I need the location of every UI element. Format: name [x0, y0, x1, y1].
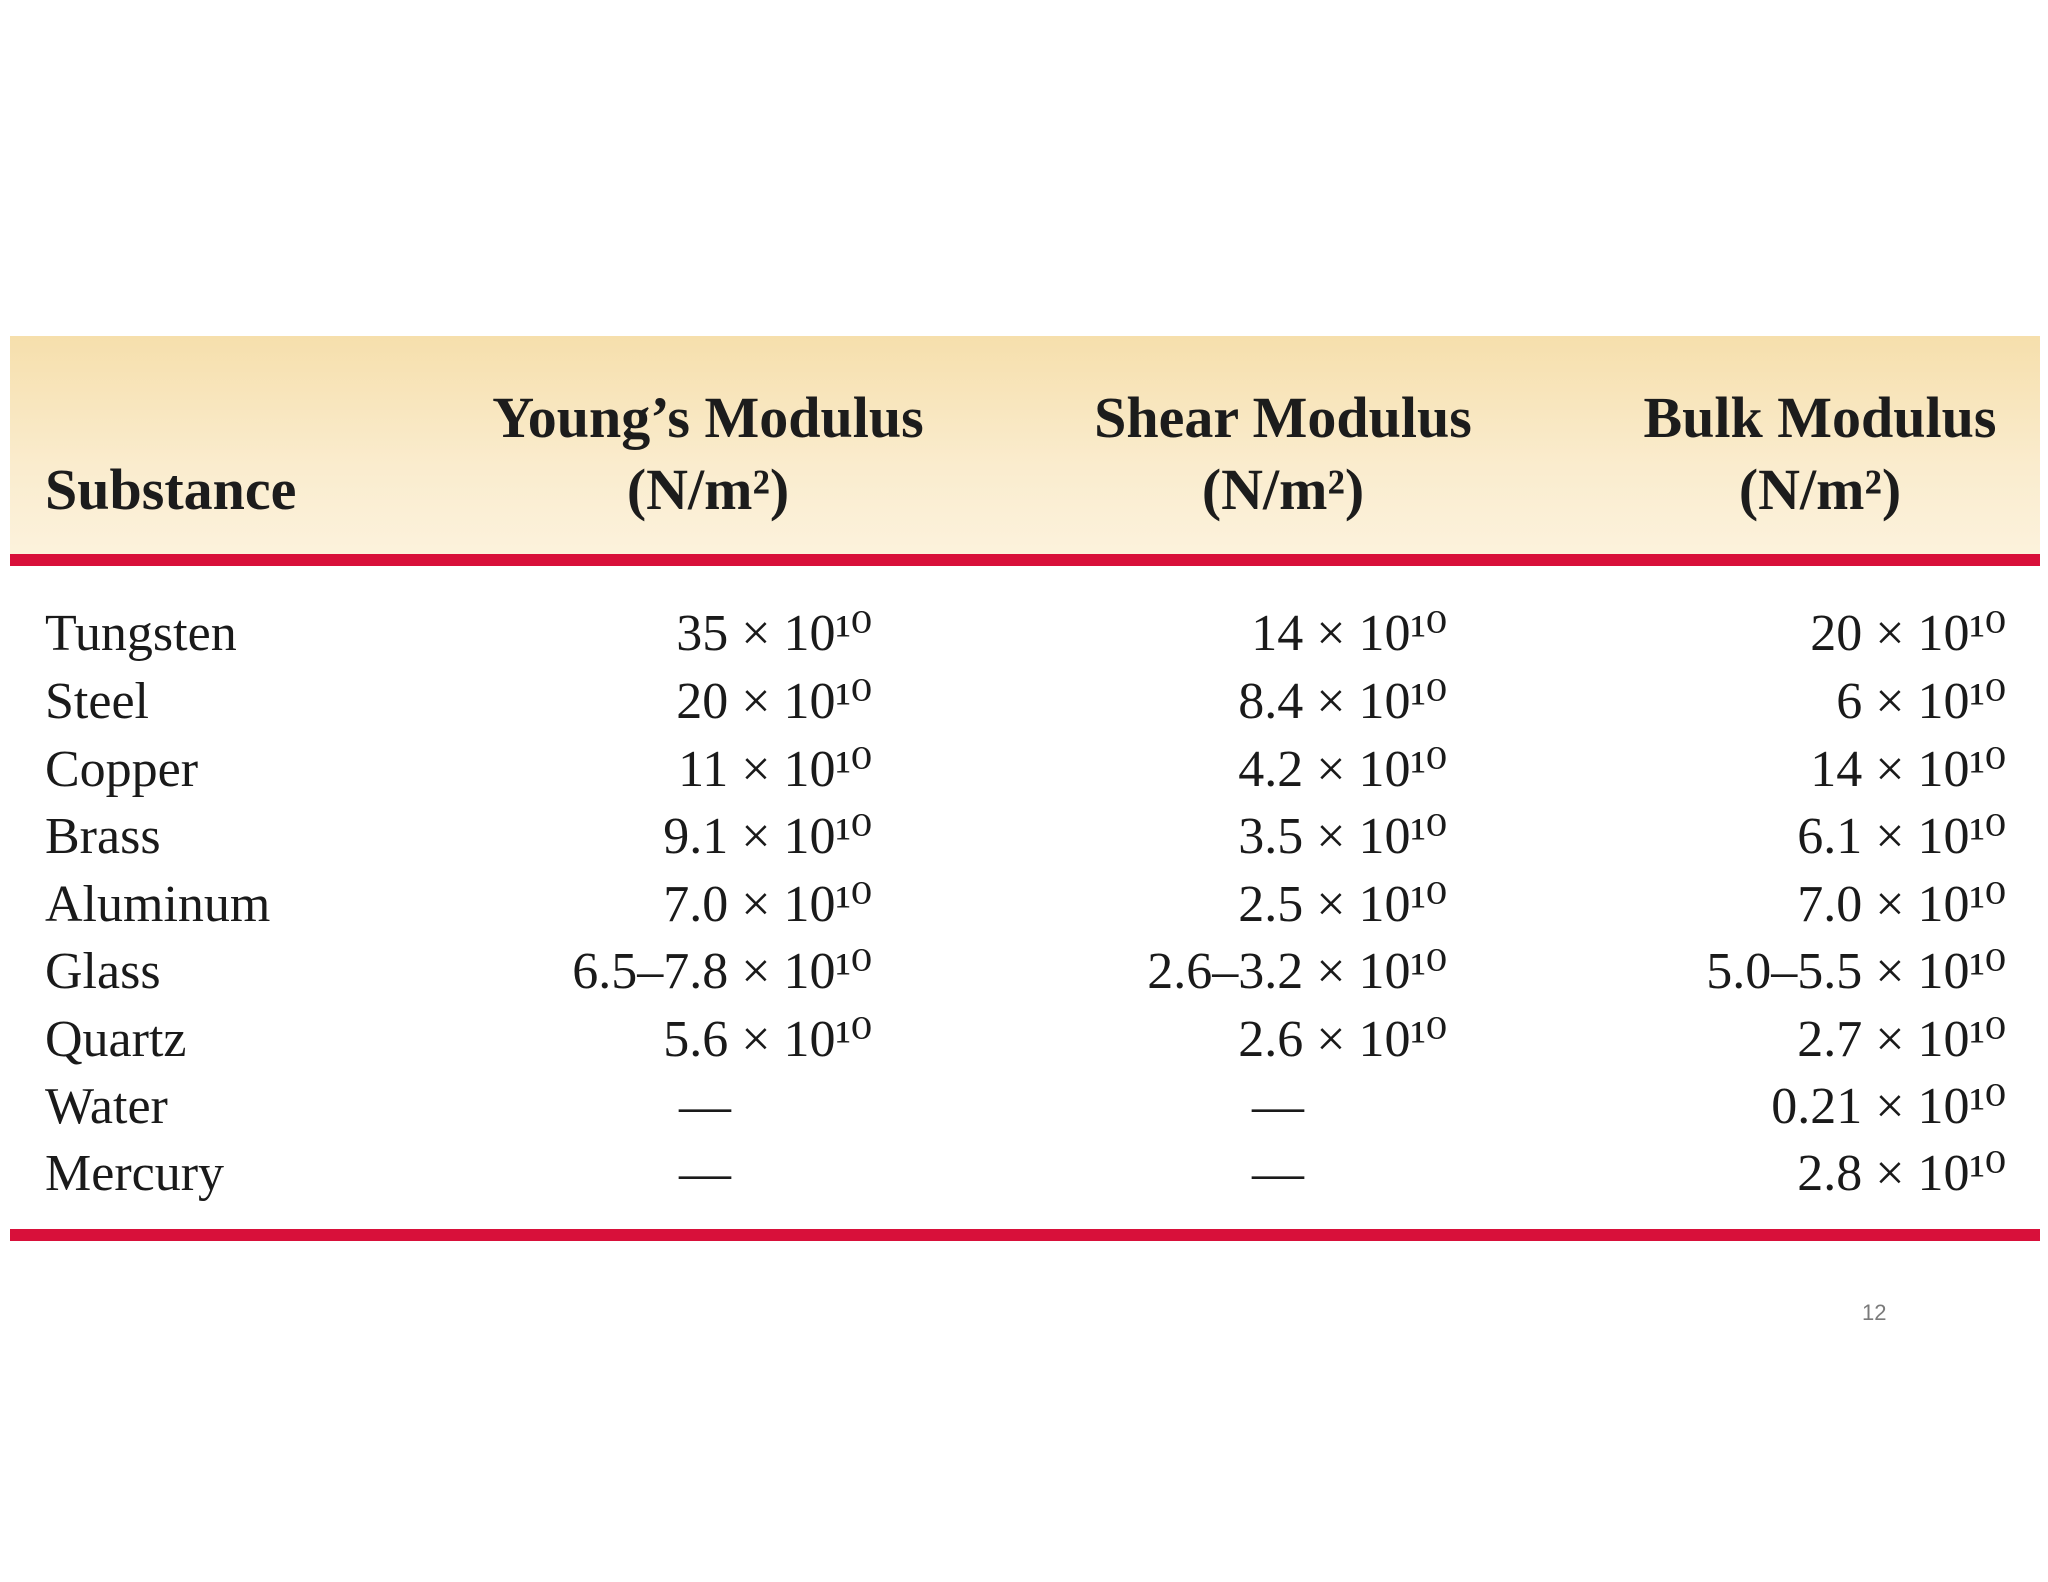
table-row: Water — — 0.21 × 10¹⁰	[10, 1073, 2040, 1141]
bulk-modulus-cell: 14 × 10¹⁰	[1810, 741, 2006, 798]
youngs-modulus-cell: 35 × 10¹⁰	[676, 605, 872, 662]
shear-modulus-dash: —	[1252, 1078, 1304, 1135]
footer-rule	[10, 1229, 2040, 1241]
substance-cell: Brass	[45, 808, 161, 865]
table-header: Substance Young’s Modulus (N/m²) Shear M…	[10, 336, 2040, 554]
youngs-modulus-dash: —	[679, 1078, 731, 1135]
page-number: 12	[1862, 1300, 1887, 1325]
table-row: Tungsten 35 × 10¹⁰ 14 × 10¹⁰ 20 × 10¹⁰	[10, 600, 2040, 668]
substance-cell: Mercury	[45, 1145, 225, 1202]
shear-modulus-cell: 2.5 × 10¹⁰	[1238, 876, 1447, 933]
header-bulk-modulus-title: Bulk Modulus	[1643, 385, 1997, 450]
youngs-modulus-dash: —	[679, 1145, 731, 1202]
substance-cell: Copper	[45, 741, 199, 798]
bulk-modulus-cell: 20 × 10¹⁰	[1810, 605, 2006, 662]
youngs-modulus-cell: 11 × 10¹⁰	[678, 741, 872, 798]
shear-modulus-cell: 2.6 × 10¹⁰	[1238, 1011, 1447, 1068]
shear-modulus-cell: 14 × 10¹⁰	[1251, 605, 1447, 662]
shear-modulus-cell: 8.4 × 10¹⁰	[1238, 673, 1447, 730]
bulk-modulus-cell: 5.0–5.5 × 10¹⁰	[1706, 943, 2006, 1000]
header-shear-modulus: Shear Modulus (N/m²)	[1023, 382, 1543, 526]
header-shear-modulus-unit: (N/m²)	[1201, 457, 1365, 522]
table-row: Aluminum 7.0 × 10¹⁰ 2.5 × 10¹⁰ 7.0 × 10¹…	[10, 871, 2040, 939]
bulk-modulus-cell: 6 × 10¹⁰	[1836, 673, 2006, 730]
substance-cell: Steel	[45, 673, 149, 730]
shear-modulus-dash: —	[1252, 1145, 1304, 1202]
youngs-modulus-cell: 20 × 10¹⁰	[676, 673, 872, 730]
table-row: Copper 11 × 10¹⁰ 4.2 × 10¹⁰ 14 × 10¹⁰	[10, 736, 2040, 804]
table-row: Glass 6.5–7.8 × 10¹⁰ 2.6–3.2 × 10¹⁰ 5.0–…	[10, 938, 2040, 1006]
substance-cell: Quartz	[45, 1011, 187, 1068]
substance-cell: Water	[45, 1078, 168, 1135]
header-shear-modulus-title: Shear Modulus	[1094, 385, 1472, 450]
shear-modulus-cell: 2.6–3.2 × 10¹⁰	[1147, 943, 1447, 1000]
youngs-modulus-cell: 6.5–7.8 × 10¹⁰	[572, 943, 872, 1000]
bulk-modulus-cell: 0.21 × 10¹⁰	[1771, 1078, 2006, 1135]
bulk-modulus-cell: 7.0 × 10¹⁰	[1797, 876, 2006, 933]
header-rule	[10, 554, 2040, 566]
youngs-modulus-cell: 7.0 × 10¹⁰	[663, 876, 872, 933]
table-row: Steel 20 × 10¹⁰ 8.4 × 10¹⁰ 6 × 10¹⁰	[10, 668, 2040, 736]
bulk-modulus-cell: 2.8 × 10¹⁰	[1797, 1145, 2006, 1202]
header-bulk-modulus-unit: (N/m²)	[1738, 457, 1902, 522]
header-youngs-modulus-title: Young’s Modulus	[492, 385, 924, 450]
table-row: Quartz 5.6 × 10¹⁰ 2.6 × 10¹⁰ 2.7 × 10¹⁰	[10, 1006, 2040, 1074]
substance-cell: Tungsten	[45, 605, 237, 662]
youngs-modulus-cell: 9.1 × 10¹⁰	[663, 808, 872, 865]
bulk-modulus-cell: 2.7 × 10¹⁰	[1797, 1011, 2006, 1068]
shear-modulus-cell: 3.5 × 10¹⁰	[1238, 808, 1447, 865]
moduli-table: Substance Young’s Modulus (N/m²) Shear M…	[10, 336, 2040, 1241]
table-row: Brass 9.1 × 10¹⁰ 3.5 × 10¹⁰ 6.1 × 10¹⁰	[10, 803, 2040, 871]
substance-cell: Glass	[45, 943, 161, 1000]
youngs-modulus-cell: 5.6 × 10¹⁰	[663, 1011, 872, 1068]
header-bulk-modulus: Bulk Modulus (N/m²)	[1560, 382, 2048, 526]
header-youngs-modulus: Young’s Modulus (N/m²)	[448, 382, 968, 526]
header-substance: Substance	[45, 457, 297, 522]
table-body: Tungsten 35 × 10¹⁰ 14 × 10¹⁰ 20 × 10¹⁰ S…	[10, 566, 2040, 1229]
header-youngs-modulus-unit: (N/m²)	[626, 457, 790, 522]
substance-cell: Aluminum	[45, 876, 271, 933]
shear-modulus-cell: 4.2 × 10¹⁰	[1238, 741, 1447, 798]
bulk-modulus-cell: 6.1 × 10¹⁰	[1797, 808, 2006, 865]
table-row: Mercury — — 2.8 × 10¹⁰	[10, 1140, 2040, 1208]
